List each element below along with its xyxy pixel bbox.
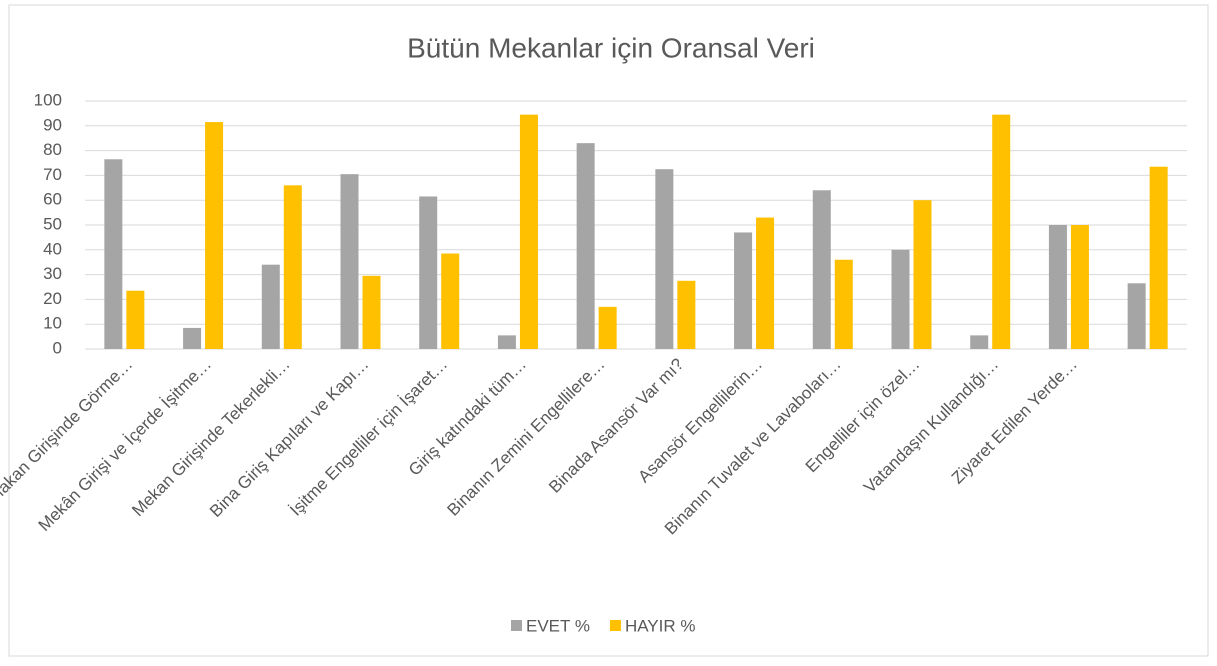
bar [1149, 166, 1168, 349]
y-tick-label: 30 [43, 264, 62, 283]
y-tick-label: 70 [43, 165, 62, 184]
y-tick-label: 20 [43, 289, 62, 308]
bar [1070, 225, 1089, 349]
bar [1048, 225, 1067, 349]
bar [183, 327, 202, 349]
bar [834, 259, 853, 349]
bar [677, 280, 696, 349]
legend-swatch [609, 620, 621, 631]
bar [261, 264, 280, 349]
bar [992, 114, 1011, 349]
bar [441, 253, 460, 349]
bar [970, 335, 989, 349]
bar [126, 290, 145, 349]
bar [913, 200, 932, 349]
legend-swatch [511, 620, 522, 631]
y-tick-label: 90 [43, 115, 62, 134]
bar [497, 335, 516, 349]
chart-title: Bütün Mekanlar için Oransal Veri [407, 32, 815, 63]
bar [1127, 283, 1146, 349]
legend-label: HAYIR % [625, 616, 696, 635]
y-tick-label: 60 [43, 190, 62, 209]
bar [576, 143, 595, 349]
bar [104, 159, 123, 349]
y-tick-label: 0 [53, 338, 62, 357]
bar [205, 122, 224, 349]
bar [812, 190, 831, 349]
y-tick-label: 80 [43, 140, 62, 159]
legend-label: EVET % [526, 616, 590, 635]
bar [756, 217, 775, 349]
bar [519, 114, 538, 349]
y-tick-label: 40 [43, 239, 62, 258]
bar [340, 174, 359, 349]
bar [891, 249, 910, 349]
bar [283, 185, 302, 349]
bar [419, 196, 438, 349]
bar [655, 169, 674, 349]
bar [362, 275, 381, 349]
y-tick-label: 50 [43, 214, 62, 233]
y-tick-label: 10 [43, 314, 62, 333]
bar [598, 306, 617, 349]
bar [734, 232, 753, 349]
y-tick-label: 100 [34, 90, 62, 109]
